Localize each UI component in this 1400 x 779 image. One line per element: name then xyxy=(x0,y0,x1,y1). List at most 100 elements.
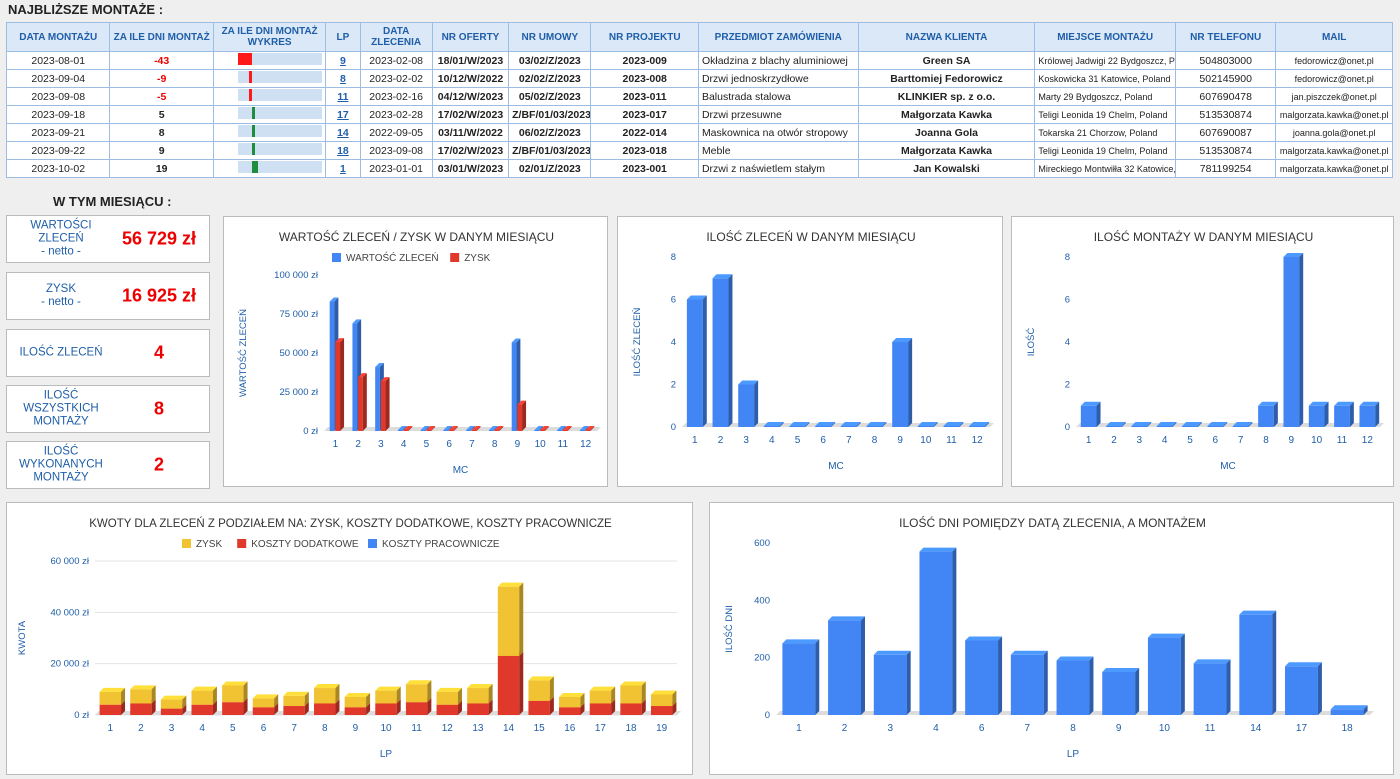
bar-side xyxy=(1147,422,1152,427)
days-left-sparkline-cell xyxy=(212,51,327,70)
installation-date-cell: 2023-09-08 xyxy=(5,87,111,106)
bar-front xyxy=(763,426,780,427)
project-number-cell: 2023-017 xyxy=(590,105,699,124)
bar-side xyxy=(499,426,504,431)
bar-top xyxy=(540,426,549,430)
bar xyxy=(488,426,498,431)
bar-segment-side xyxy=(641,681,646,704)
bar-segment-side xyxy=(335,684,340,704)
bar-side xyxy=(425,426,430,431)
bar-top xyxy=(1283,253,1304,257)
bar-side xyxy=(448,426,453,431)
offer-number-cell: 03/11/W/2022 xyxy=(431,123,510,142)
bar-side xyxy=(906,650,911,715)
bar-top xyxy=(375,363,384,368)
bar-side xyxy=(544,426,549,431)
lp-link[interactable]: 9 xyxy=(340,54,346,67)
phone-cell: 513530874 xyxy=(1174,141,1277,160)
bar-side xyxy=(385,377,390,431)
x-tick-label: 11 xyxy=(411,723,422,734)
lp-link[interactable]: 8 xyxy=(340,72,346,85)
chart-title: ILOŚĆ ZLECEŃ W DANYM MIESIĄCU xyxy=(706,229,915,244)
lp-link[interactable]: 17 xyxy=(337,108,349,121)
x-tick-label: 8 xyxy=(1263,435,1269,446)
bar-top xyxy=(466,426,475,430)
bar xyxy=(866,422,887,427)
bar-segment-side xyxy=(274,694,279,708)
kpi-label: ILOŚĆ WSZYSTKICH MONTAŻY xyxy=(23,389,99,428)
bar xyxy=(686,295,707,427)
column-header: NR UMOWY xyxy=(508,22,592,52)
bar-top xyxy=(873,650,911,655)
column-header: LP xyxy=(325,22,361,52)
bar-segment-front xyxy=(620,703,642,715)
bar-segment-front xyxy=(528,680,550,701)
bar-segment-front xyxy=(283,695,305,707)
bar-front xyxy=(1283,257,1300,427)
x-tick-label: 7 xyxy=(1025,723,1031,734)
bar-front xyxy=(397,430,403,431)
bar-segment-front xyxy=(191,704,213,715)
offer-number-cell: 17/02/W/2023 xyxy=(431,105,510,124)
bar-top xyxy=(1359,401,1380,406)
bar-front xyxy=(403,430,409,431)
bar-segment-front xyxy=(497,586,520,656)
bar-segment xyxy=(650,690,677,707)
bar-front xyxy=(449,430,454,431)
kpi-value: 16 925 zł xyxy=(121,285,197,306)
bar-front xyxy=(329,301,335,431)
y-axis-label: ILOŚĆ DNI xyxy=(723,605,735,653)
days-left-sparkline-cell xyxy=(212,69,327,88)
bar-top xyxy=(712,274,733,279)
lp-link[interactable]: 11 xyxy=(337,90,349,103)
bar-side xyxy=(1273,401,1278,427)
bar-segment-front xyxy=(650,706,673,715)
order-date-cell: 2023-02-08 xyxy=(359,51,433,70)
y-tick-label: 60 000 zł xyxy=(50,556,89,567)
bar-front xyxy=(965,640,999,715)
x-tick-label: 12 xyxy=(972,435,984,446)
sparkline-track xyxy=(237,53,322,65)
table-row: 2023-10-02 19 1 2023-01-01 03/01/W/2023 02/01… xyxy=(5,159,1393,178)
bar-top xyxy=(358,373,367,378)
bar-top xyxy=(782,639,820,644)
chart-title: ILOŚĆ MONTAŻY W DANYM MIESIĄCU xyxy=(1094,229,1314,244)
kpi-box: ILOŚĆ WYKONANYCH MONTAŻY 2 xyxy=(6,441,210,489)
lp-link[interactable]: 14 xyxy=(337,126,349,139)
legend-label: ZYSK xyxy=(464,253,490,264)
bar-segment-front xyxy=(559,707,581,715)
order-subject-cell: Drzwi z naświetlem stałym xyxy=(697,159,859,178)
x-axis-label: LP xyxy=(380,749,393,760)
bar xyxy=(517,400,527,431)
lp-link[interactable]: 18 xyxy=(337,144,349,157)
bar-front xyxy=(892,342,909,427)
bar-segment-top xyxy=(589,686,616,691)
bar xyxy=(494,426,504,431)
bar xyxy=(965,636,1003,715)
column-header: ZA ILE DNI MONTAŻ WYKRES xyxy=(212,22,327,52)
kpi-label: ZYSK - netto - xyxy=(41,283,81,308)
lp-link[interactable]: 1 xyxy=(340,162,346,175)
x-tick-label: 16 xyxy=(564,723,576,734)
x-tick-label: 6 xyxy=(446,439,452,450)
x-tick-label: 3 xyxy=(1137,435,1143,446)
bar-top xyxy=(471,426,481,430)
x-tick-label: 1 xyxy=(692,435,698,446)
offer-number-cell: 17/02/W/2023 xyxy=(431,141,510,160)
bar-top xyxy=(815,422,836,426)
days-left-cell: 9 xyxy=(109,141,214,160)
bar xyxy=(1080,401,1101,427)
bar-segment-side xyxy=(396,699,401,715)
days-left-sparkline-cell xyxy=(212,159,327,178)
days-left-sparkline-cell xyxy=(212,123,327,142)
sparkline-track xyxy=(237,107,322,119)
bar-top xyxy=(517,400,527,405)
bar-front xyxy=(562,430,568,431)
legend-label: KOSZTY DODATKOWE xyxy=(251,539,359,550)
y-tick-label: 8 xyxy=(1065,252,1070,263)
y-tick-label: 400 xyxy=(754,595,770,606)
kpi-value: 8 xyxy=(153,398,164,419)
bar-side xyxy=(860,616,865,715)
column-header: MAIL xyxy=(1275,22,1393,52)
bar-segment-top xyxy=(130,685,156,690)
